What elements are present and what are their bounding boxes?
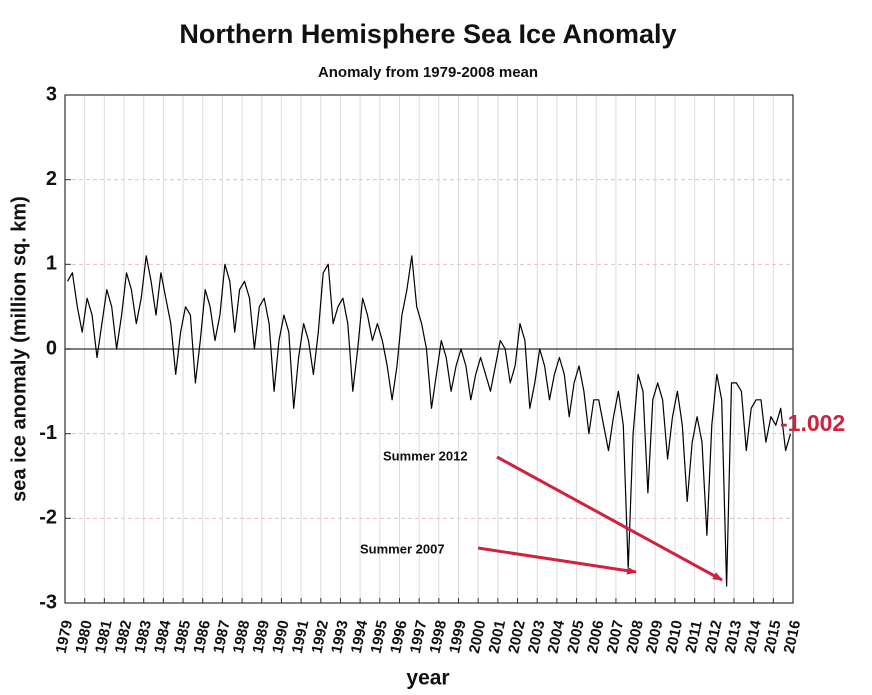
x-tick-label: 1998 — [427, 619, 451, 655]
annotation-arrow — [477, 546, 637, 575]
x-tick-label: 2006 — [584, 619, 608, 655]
x-tick-label: 1999 — [446, 619, 470, 655]
x-tick-label: 2015 — [761, 619, 785, 655]
x-tick-label: 2012 — [702, 619, 726, 655]
chart-subtitle: Anomaly from 1979-2008 mean — [318, 64, 538, 81]
annotation: -1.002 — [780, 410, 845, 436]
y-tick-label: -3 — [39, 591, 57, 613]
plot-frame — [64, 94, 794, 604]
annotation: Summer 2007 — [360, 541, 445, 556]
x-tick-label: 1994 — [348, 618, 372, 655]
x-tick-label: 2000 — [466, 619, 490, 655]
x-tick-label: 1987 — [210, 619, 234, 655]
x-tick-label: 2002 — [505, 619, 529, 655]
x-tick-label: 2004 — [545, 618, 569, 655]
annotation: Summer 2012 — [383, 448, 468, 463]
x-tick-label: 2008 — [623, 619, 647, 655]
y-tick-label: -2 — [39, 507, 57, 529]
x-tick-label: 2014 — [741, 618, 765, 655]
x-tick-label: 1982 — [112, 619, 136, 655]
x-tick-label: 1995 — [368, 619, 392, 655]
x-tick-label: 1986 — [190, 619, 214, 655]
chart-title: Northern Hemisphere Sea Ice Anomaly — [179, 19, 676, 49]
x-tick-label: 1979 — [53, 619, 77, 655]
x-tick-label: 1992 — [308, 619, 332, 655]
y-tick-label: 1 — [46, 253, 57, 275]
x-tick-label: 1984 — [151, 618, 175, 655]
x-tick-label: 2001 — [486, 619, 510, 655]
x-tick-label: 1993 — [328, 619, 352, 655]
x-tick-label: 2003 — [525, 619, 549, 655]
x-tick-label: 2010 — [663, 619, 687, 655]
x-tick-label: 1988 — [230, 619, 254, 655]
x-tick-label: 1990 — [269, 619, 293, 655]
x-tick-label: 2011 — [682, 619, 705, 654]
y-tick-label: 2 — [46, 168, 57, 190]
y-tick-label: -1 — [39, 422, 57, 444]
y-tick-label: 3 — [46, 83, 57, 105]
data-line — [66, 255, 792, 587]
y-axis-label: sea ice anomaly (million sq. km) — [8, 196, 30, 502]
x-tick-label: 1980 — [72, 619, 96, 655]
y-tick-label: 0 — [46, 337, 57, 359]
x-tick-label: 2016 — [781, 619, 805, 655]
x-tick-label: 2013 — [722, 619, 746, 655]
x-tick-label: 2005 — [564, 619, 588, 655]
x-tick-label: 1997 — [407, 619, 431, 655]
x-tick-label: 1991 — [289, 619, 313, 655]
x-tick-label: 1981 — [92, 619, 116, 655]
x-tick-label: 2007 — [604, 619, 628, 655]
x-tick-label: 1985 — [171, 619, 195, 655]
x-tick-label: 1989 — [249, 619, 273, 655]
x-tick-label: 2009 — [643, 619, 667, 655]
x-tick-label: 1996 — [387, 619, 411, 655]
x-axis-label: year — [406, 667, 449, 690]
annotation-arrow — [496, 455, 723, 582]
x-tick-label: 1983 — [131, 619, 155, 655]
